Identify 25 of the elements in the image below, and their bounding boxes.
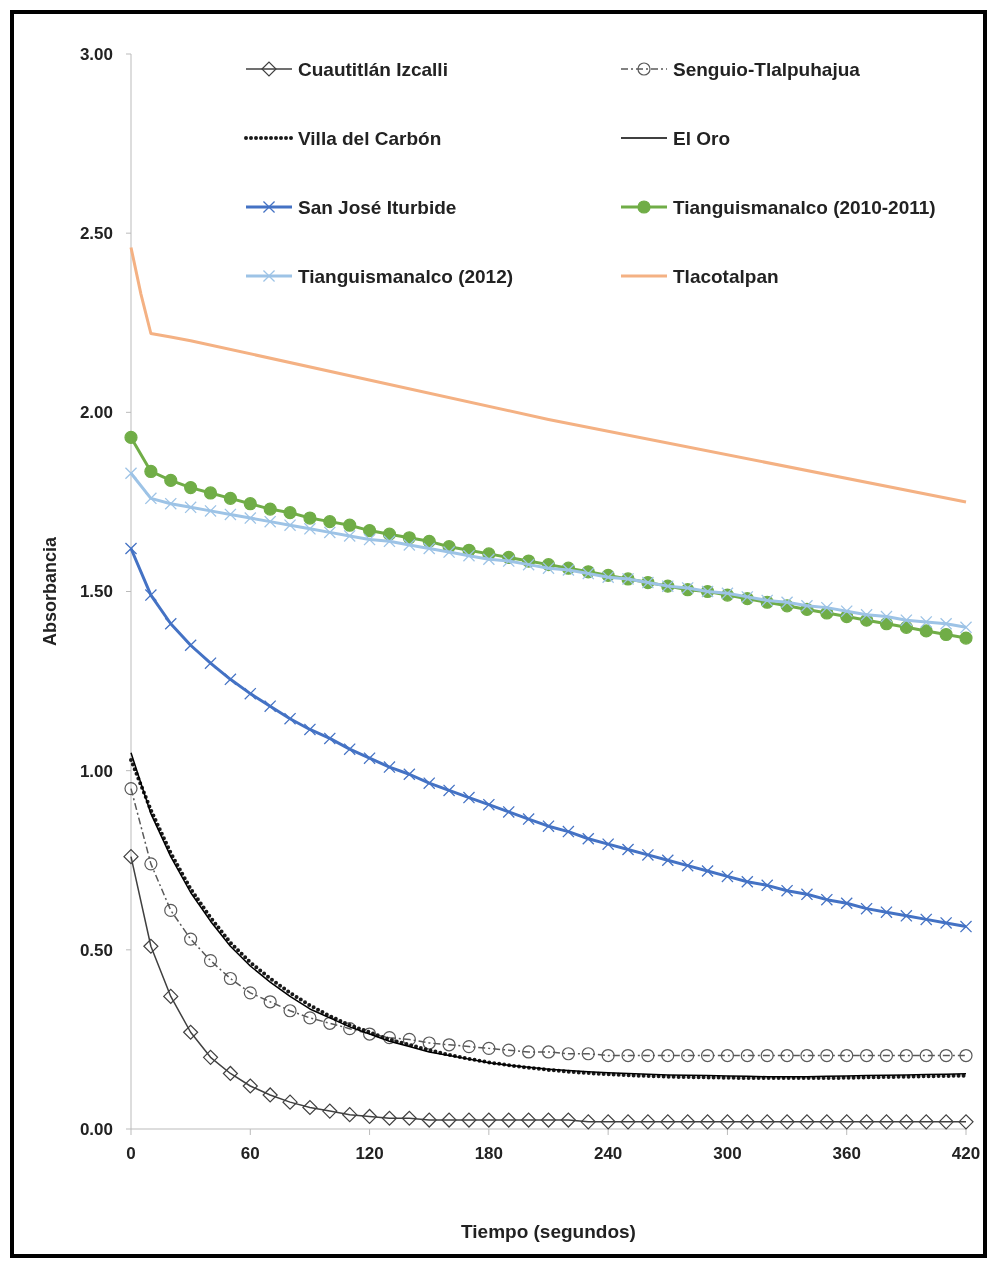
y-tick-label: 1.50 [79, 582, 113, 602]
x-tick-label: 180 [474, 1144, 504, 1163]
y-tick-label: 3.00 [79, 44, 113, 64]
y-tick-label: 0.50 [79, 940, 113, 960]
y-tick-label: 2.50 [79, 224, 113, 244]
legend-label: Tianguismanalco (2010-2011) [673, 196, 936, 218]
legend-label: San José Iturbide [298, 196, 457, 218]
legend-label: Tlacotalpan [673, 265, 779, 287]
legend-label: Villa del Carbón [298, 127, 442, 149]
y-tick-label: 1.00 [79, 761, 113, 781]
y-axis-title: Absorbancia [40, 536, 60, 647]
y-tick-label: 0.00 [79, 1119, 113, 1139]
x-tick-label: 360 [832, 1144, 861, 1163]
x-tick-label: 60 [240, 1144, 260, 1163]
x-tick-label: 240 [593, 1144, 623, 1163]
legend-label: El Oro [673, 127, 731, 149]
legend-label: Cuautitlán Izcalli [298, 58, 448, 80]
legend-label: Senguio-Tlalpuhajua [673, 58, 861, 80]
x-axis-title: Tiempo (segundos) [461, 1221, 636, 1242]
y-tick-label: 2.00 [79, 403, 113, 423]
x-tick-label: 300 [713, 1144, 742, 1163]
x-tick-label: 0 [126, 1144, 136, 1163]
x-tick-label: 420 [951, 1144, 981, 1163]
legend-label: Tianguismanalco (2012) [298, 265, 514, 287]
x-tick-label: 120 [355, 1144, 384, 1163]
